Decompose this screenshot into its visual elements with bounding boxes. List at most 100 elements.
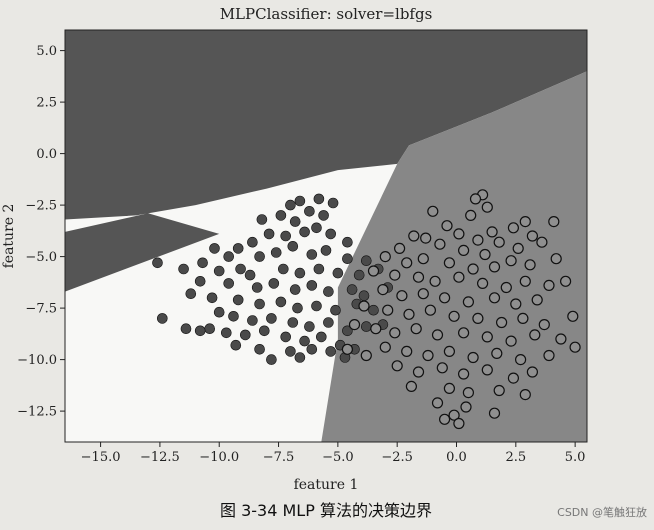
data-point-class-0 bbox=[292, 302, 303, 314]
data-point-class-1 bbox=[420, 232, 432, 244]
data-point-class-1 bbox=[417, 253, 429, 265]
data-point-class-0 bbox=[232, 243, 244, 254]
data-point-class-0 bbox=[209, 243, 220, 254]
data-point-class-1 bbox=[434, 238, 446, 250]
watermark: CSDN @笔触狂放 bbox=[557, 505, 647, 519]
data-point-class-0 bbox=[313, 193, 325, 205]
data-point-class-0 bbox=[247, 236, 258, 248]
data-point-class-0 bbox=[194, 325, 206, 337]
y-tick-label: −5.0 bbox=[25, 250, 57, 265]
data-point-class-1 bbox=[424, 304, 436, 316]
data-point-class-1 bbox=[465, 209, 477, 221]
data-point-class-0 bbox=[280, 230, 292, 242]
data-point-class-1 bbox=[458, 368, 470, 380]
data-point-class-1 bbox=[491, 347, 503, 359]
data-point-class-0 bbox=[330, 304, 341, 316]
data-point-class-0 bbox=[223, 251, 234, 262]
data-point-class-1 bbox=[431, 397, 444, 409]
data-point-class-0 bbox=[240, 329, 251, 341]
data-point-class-1 bbox=[408, 230, 420, 242]
data-point-class-1 bbox=[448, 409, 460, 421]
data-point-class-0 bbox=[263, 228, 275, 240]
data-point-class-1 bbox=[453, 417, 465, 430]
data-point-class-0 bbox=[266, 354, 277, 365]
x-tick-label: −10.0 bbox=[199, 450, 239, 465]
data-point-class-1 bbox=[348, 319, 361, 331]
x-tick-label: 0.0 bbox=[446, 450, 467, 465]
data-point-class-0 bbox=[304, 206, 315, 217]
data-point-class-0 bbox=[254, 343, 265, 355]
data-point-class-0 bbox=[180, 323, 192, 335]
data-point-class-0 bbox=[306, 343, 318, 355]
x-tick-label: 5.0 bbox=[565, 450, 586, 465]
data-point-class-0 bbox=[315, 331, 327, 343]
data-point-class-1 bbox=[417, 288, 429, 300]
chart-title: MLPClassifier: solver=lbfgs bbox=[220, 5, 433, 23]
y-tick-label: 2.5 bbox=[36, 96, 57, 111]
x-tick-label: −7.5 bbox=[263, 450, 295, 465]
data-point-class-0 bbox=[327, 197, 339, 209]
data-point-class-1 bbox=[389, 269, 401, 281]
data-point-class-1 bbox=[493, 384, 505, 397]
data-point-class-0 bbox=[152, 257, 163, 269]
data-point-class-0 bbox=[306, 280, 318, 291]
data-point-class-1 bbox=[481, 201, 493, 213]
data-point-class-0 bbox=[221, 327, 232, 339]
data-point-class-0 bbox=[268, 278, 280, 289]
data-point-class-1 bbox=[531, 294, 543, 306]
data-point-class-1 bbox=[569, 341, 581, 353]
data-point-class-0 bbox=[204, 323, 215, 335]
data-point-class-1 bbox=[427, 205, 439, 217]
data-point-class-1 bbox=[505, 255, 517, 267]
y-tick-label: 5.0 bbox=[36, 44, 57, 59]
data-point-class-1 bbox=[477, 277, 489, 289]
x-axis: −15.0 −12.5 −10.0 −7.5 −5.0 −2.5 0.0 2.5 5.0 bbox=[81, 442, 586, 465]
decision-region-0 bbox=[65, 30, 587, 292]
data-point-class-1 bbox=[367, 265, 380, 277]
data-point-class-1 bbox=[403, 308, 415, 320]
data-point-class-0 bbox=[275, 296, 287, 308]
data-point-class-1 bbox=[422, 349, 434, 362]
data-point-class-1 bbox=[548, 216, 560, 228]
scatter-points bbox=[152, 189, 581, 430]
data-point-class-0 bbox=[197, 257, 208, 269]
data-point-class-1 bbox=[429, 275, 441, 287]
data-point-class-0 bbox=[311, 222, 322, 234]
data-point-class-1 bbox=[443, 382, 455, 394]
data-point-class-0 bbox=[342, 236, 353, 248]
data-point-class-1 bbox=[507, 222, 520, 234]
data-point-class-0 bbox=[323, 286, 334, 297]
data-point-class-1 bbox=[389, 327, 401, 339]
data-point-class-0 bbox=[285, 346, 296, 357]
data-point-class-0 bbox=[266, 313, 277, 324]
data-point-class-0 bbox=[360, 321, 372, 332]
data-point-class-0 bbox=[332, 267, 344, 279]
data-point-class-1 bbox=[529, 329, 541, 341]
data-point-class-0 bbox=[311, 300, 322, 312]
data-point-class-1 bbox=[505, 335, 517, 347]
data-point-class-0 bbox=[289, 216, 301, 227]
data-point-class-1 bbox=[519, 216, 531, 228]
data-point-class-1 bbox=[453, 228, 465, 240]
data-point-class-0 bbox=[360, 255, 372, 267]
figure-caption: 图 3-34 MLP 算法的决策边界 bbox=[220, 501, 432, 520]
y-axis-label: feature 2 bbox=[1, 204, 17, 269]
data-point-class-0 bbox=[287, 317, 299, 328]
data-point-class-0 bbox=[294, 195, 306, 207]
data-point-class-1 bbox=[379, 341, 391, 353]
data-point-class-1 bbox=[462, 296, 474, 308]
x-tick-label: −15.0 bbox=[81, 450, 121, 465]
data-point-class-0 bbox=[244, 269, 256, 281]
data-point-class-1 bbox=[526, 230, 539, 242]
data-point-class-1 bbox=[496, 316, 508, 329]
data-point-class-1 bbox=[439, 413, 451, 425]
data-point-class-1 bbox=[519, 389, 531, 401]
data-point-class-1 bbox=[382, 304, 394, 316]
data-point-class-0 bbox=[185, 288, 197, 300]
data-point-class-1 bbox=[488, 261, 501, 273]
data-point-class-0 bbox=[289, 284, 301, 295]
data-point-class-1 bbox=[519, 275, 531, 287]
data-point-class-1 bbox=[441, 220, 453, 232]
data-point-class-1 bbox=[460, 401, 472, 413]
